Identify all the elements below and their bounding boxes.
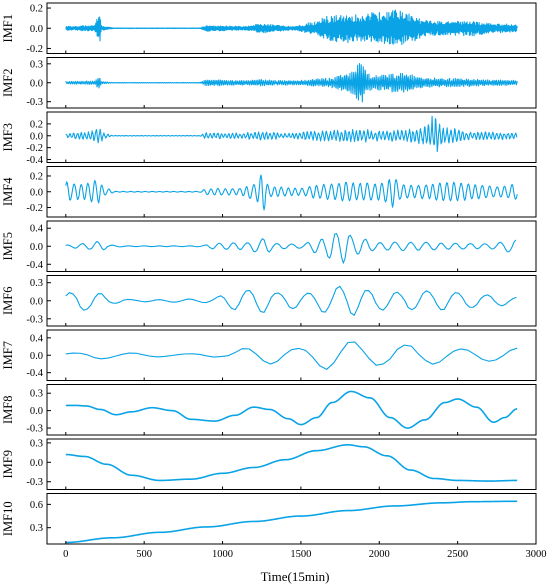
y-tick-label: 0.0 [30,351,43,362]
series-line-imf3 [65,115,518,153]
series-line-imf8 [65,390,518,429]
y-tick-label: 0.0 [30,131,43,142]
y-tick-label: 0.3 [30,523,43,534]
imf-panels: -0.20.00.2IMF10.30.0-0.3IMF20.20.0-0.2-0… [1,2,537,545]
x-tick-label: 3000 [526,549,547,560]
panel-imf8: 0.3 0.0 -0.3 IMF8 [1,384,537,436]
y-tick-label: -0.3 [26,97,43,108]
y-axis-label-imf5: IMF5 [1,232,15,260]
y-axis-label-imf7: IMF7 [1,341,15,369]
panel-imf2: 0.3 0.0 -0.3 IMF2 [1,57,537,109]
series-line-imf10 [65,500,518,544]
y-tick-label: 0.0 [30,187,43,198]
x-axis-label: Time(15min) [261,569,330,584]
x-tick-label: 1500 [290,549,311,560]
y-tick-label: 0.0 [30,458,43,469]
y-axis-label-imf8: IMF8 [1,396,15,424]
y-tick-label: 0.0 [30,296,43,307]
y-tick-label: -0.3 [26,314,43,325]
y-tick-label: -0.3 [26,424,43,435]
y-tick-label: 0.0 [30,24,43,35]
panel-imf1: -0.2 0.0 0.2 IMF1 [1,2,537,55]
y-tick-label: -0.2 [26,143,43,154]
x-tick-label: 2500 [447,549,468,560]
y-axis-label-imf6: IMF6 [1,287,15,315]
y-axis-label-imf10: IMF10 [1,501,15,536]
series-line-imf6 [65,285,517,316]
x-tick-label: 1000 [212,549,233,560]
y-tick-label: 0.0 [30,406,43,417]
y-tick-label: 0.0 [30,78,43,89]
panel-frame [46,384,537,436]
y-tick-label: 0.4 [30,333,44,344]
y-tick-label: -0.2 [26,44,43,55]
series-line-imf1 [65,9,518,46]
panel-frame [46,111,537,163]
y-tick-label: 0.4 [30,224,44,235]
y-axis-label-imf3: IMF3 [1,123,15,151]
x-axis: 0 500 1000 1500 2000 2500 3000 [63,549,546,560]
series-line-imf9 [65,444,518,482]
y-tick-label: 0.3 [30,389,43,400]
y-tick-label: -0.2 [26,203,43,214]
panel-imf6: 0.3 0.0 -0.3 IMF6 [1,275,537,327]
y-tick-label: 0.3 [30,59,43,70]
panel-frame [46,275,537,327]
x-tick-label: 0 [63,549,68,560]
panel-frame [46,493,537,545]
panel-imf9: 0.3 0.0 -0.3 IMF9 [1,438,537,490]
x-tick-label: 500 [136,549,152,560]
y-tick-label: -0.4 [26,155,43,166]
y-tick-label: 0.6 [30,500,43,511]
panel-imf5: 0.4 0.0 -0.4 IMF5 [1,220,537,272]
panel-imf10: 0.6 0.3 IMF10 [1,493,537,545]
y-tick-label: 0.2 [30,119,43,130]
y-tick-label: 0.3 [30,438,43,449]
series-line-imf5 [65,232,517,264]
y-tick-label: 0.0 [30,242,43,253]
panel-imf3: 0.20.0-0.2-0.4 IMF3 [1,111,537,166]
panel-imf7: 0.4 0.0 -0.4 IMF7 [1,329,537,381]
panel-frame [46,438,537,490]
series-line-imf2 [65,62,518,103]
series-line-imf7 [65,341,518,370]
y-tick-label: 0.3 [30,278,43,289]
panel-frame [46,220,537,272]
y-tick-label: 0.2 [30,4,43,15]
x-tick-label: 2000 [369,549,390,560]
y-axis-label-imf1: IMF1 [1,14,15,42]
y-tick-label: 0.2 [30,171,43,182]
y-tick-label: -0.4 [26,368,43,379]
y-axis-label-imf9: IMF9 [1,450,15,478]
panel-imf4: 0.2 0.0 -0.2 IMF4 [1,166,537,218]
y-tick-label: -0.4 [26,260,43,271]
series-line-imf4 [65,174,518,211]
y-tick-label: -0.3 [26,477,43,488]
y-axis-label-imf2: IMF2 [1,69,15,97]
y-axis-label-imf4: IMF4 [1,177,15,206]
